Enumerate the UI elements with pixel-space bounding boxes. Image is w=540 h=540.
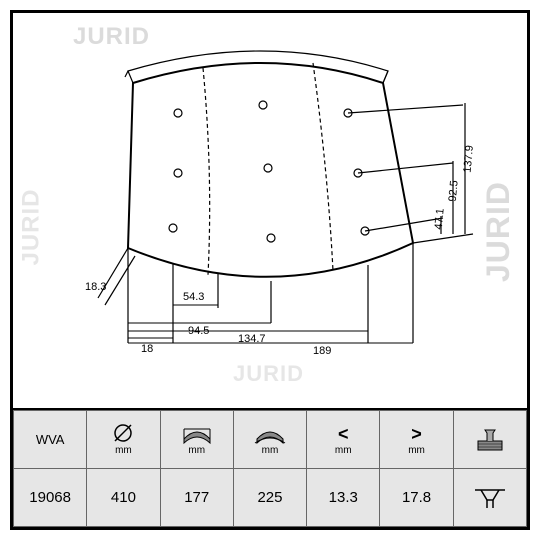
image-frame: JURID JURID JURID JURID (10, 10, 530, 530)
spec-table: WVA mm mm mm < mm > (13, 410, 527, 527)
val-length: 225 (233, 469, 306, 527)
col-rivet-header (453, 411, 526, 469)
val-min: 13.3 (307, 469, 380, 527)
spec-table-area: WVA mm mm mm < mm > (13, 408, 527, 527)
arc-outer-icon (180, 423, 214, 445)
val-max: 17.8 (380, 469, 453, 527)
col-min-header: < mm (307, 411, 380, 469)
col-wva-header: WVA (14, 411, 87, 469)
col-max-header: > mm (380, 411, 453, 469)
technical-drawing: 18.3 18 94.5 134.7 189 54.3 47.1 92.5 13… (13, 13, 527, 408)
dim-v1: 92.5 (447, 180, 461, 202)
dim-h0: 18 (141, 343, 153, 355)
dim-h1: 94.5 (188, 325, 209, 337)
diameter-icon (109, 423, 137, 445)
col-length-header: mm (233, 411, 306, 469)
val-diameter: 410 (87, 469, 160, 527)
dim-v2: 137.9 (462, 145, 476, 173)
col-diameter-header: mm (87, 411, 160, 469)
spec-value-row: 19068 410 177 225 13.3 17.8 (14, 469, 527, 527)
val-width: 177 (160, 469, 233, 527)
rivet-icon (475, 427, 505, 453)
val-rivet (453, 469, 526, 527)
dim-h-offset: 54.3 (183, 291, 204, 303)
dim-h2: 134.7 (238, 333, 266, 345)
dim-h3: 189 (313, 345, 331, 357)
val-wva: 19068 (14, 469, 87, 527)
brake-lining-svg (13, 13, 527, 408)
dim-thickness: 18.3 (85, 281, 106, 293)
arc-inner-icon (253, 423, 287, 445)
col-width-header: mm (160, 411, 233, 469)
spec-header-row: WVA mm mm mm < mm > (14, 411, 527, 469)
countersink-icon (473, 486, 507, 510)
dim-v0: 47.1 (433, 208, 447, 230)
